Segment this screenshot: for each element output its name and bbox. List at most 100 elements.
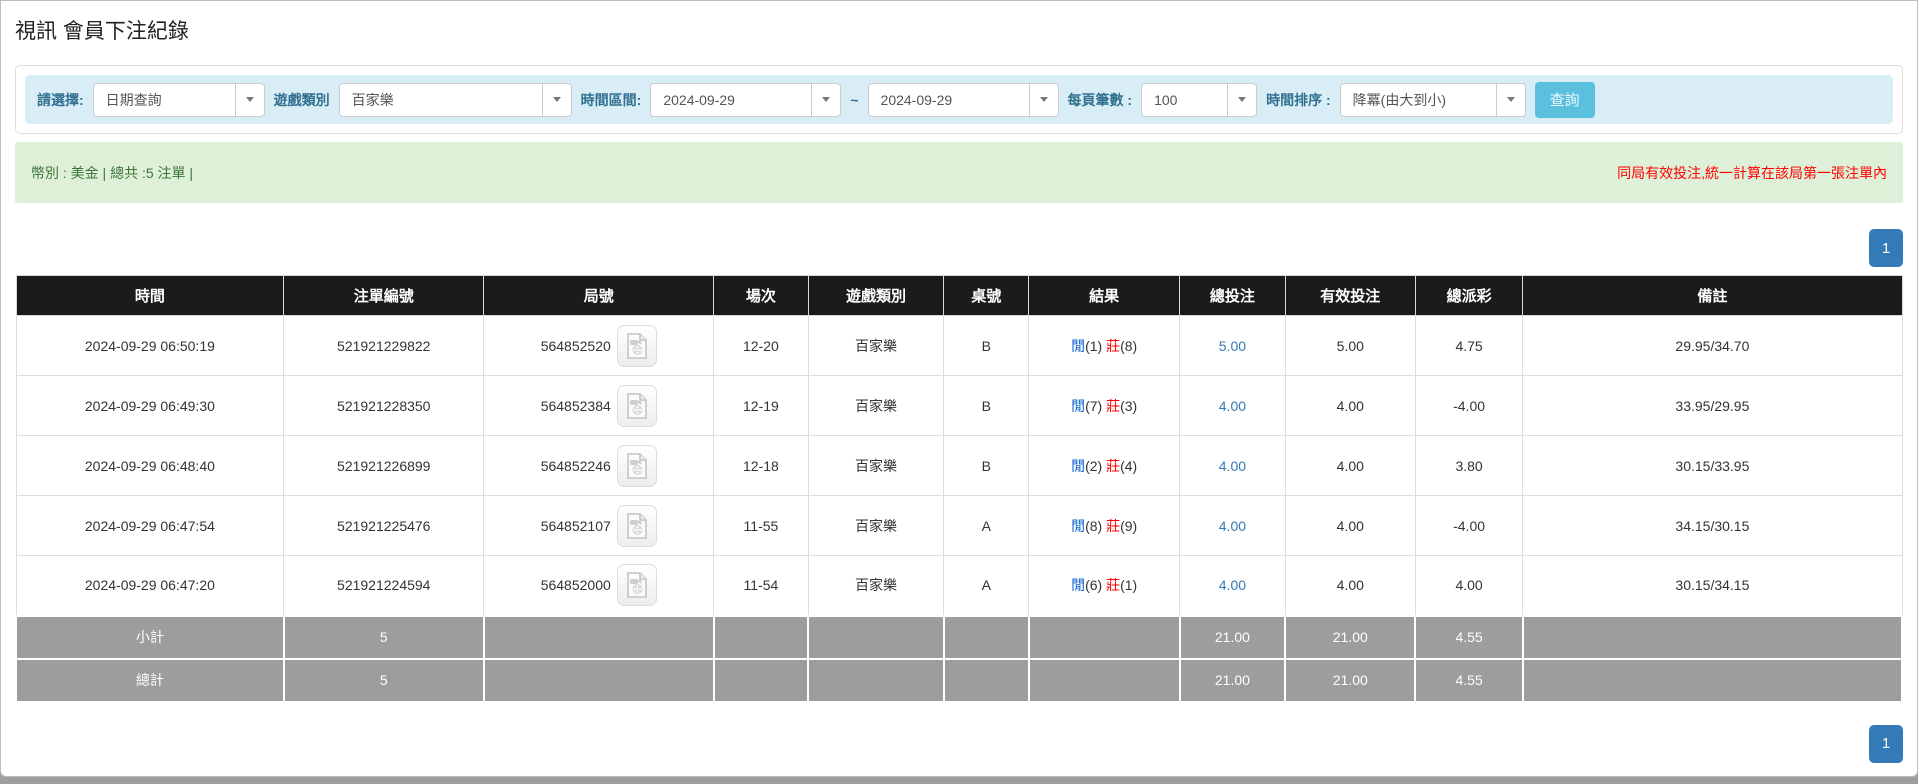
cell-session: 11-55: [713, 495, 809, 556]
total-bet-link[interactable]: 4.00: [1218, 457, 1247, 474]
player-result-score: (2): [1085, 457, 1103, 474]
cell-payout: -4.00: [1414, 375, 1524, 436]
col-header-round-id: 局號: [483, 275, 715, 316]
banker-result-score: (9): [1120, 517, 1138, 534]
caret-down-icon: [811, 83, 840, 116]
cell-remark: 30.15/34.15: [1522, 555, 1903, 616]
subtotal-total-bet: 21.00: [1178, 614, 1287, 660]
cell-table-no: A: [943, 495, 1030, 556]
subtotal-valid-bet: 21.00: [1284, 614, 1417, 660]
video-record-icon[interactable]: [616, 504, 657, 547]
caret-down-icon: [1495, 83, 1525, 116]
total-valid-bet: 21.00: [1284, 657, 1417, 703]
cell-session: 11-54: [713, 555, 809, 616]
cell-table-no: B: [943, 315, 1030, 376]
caret-down-icon: [234, 83, 264, 116]
player-result-score: (7): [1085, 397, 1103, 414]
date-range-tilde: ~: [850, 91, 859, 108]
sort-value: 降冪(由大到小): [1352, 91, 1446, 108]
table-row: 2024-09-29 06:50:19 521921229822 5648525…: [15, 315, 1903, 376]
date-from-value: 2024-09-29: [663, 91, 735, 108]
sort-select[interactable]: 降冪(由大到小): [1339, 82, 1526, 117]
cell-time: 2024-09-29 06:47:20: [15, 555, 285, 616]
player-result-score: (1): [1085, 337, 1103, 354]
pagination-page-1-top[interactable]: 1: [1869, 229, 1903, 267]
cell-game-type: 百家樂: [807, 555, 945, 616]
player-result-score: (8): [1085, 517, 1103, 534]
table-row: 2024-09-29 06:47:54 521921225476 5648521…: [15, 495, 1903, 556]
total-bet-link[interactable]: 4.00: [1218, 397, 1247, 414]
col-header-valid-bet: 有效投注: [1284, 275, 1416, 316]
banker-result-score: (3): [1120, 397, 1138, 414]
table-header-row: 時間 注單編號 局號 場次 遊戲類別 桌號 結果 總投注 有效投注 總派彩 備註: [15, 275, 1903, 316]
cell-table-no: B: [943, 435, 1030, 496]
cell-game-type: 百家樂: [807, 435, 945, 496]
game-type-select[interactable]: 百家樂: [338, 82, 572, 117]
col-header-bet-id: 注單編號: [283, 275, 485, 316]
subtotal-count: 5: [282, 614, 485, 660]
page-size-select[interactable]: 100: [1141, 82, 1258, 117]
cell-session: 12-20: [713, 315, 809, 376]
caret-down-icon: [1227, 83, 1256, 116]
video-record-icon[interactable]: [616, 324, 657, 367]
select-type-label: 請選擇:: [37, 91, 84, 108]
game-type-value: 百家樂: [351, 91, 394, 108]
col-header-payout: 總派彩: [1414, 275, 1524, 316]
cell-remark: 30.15/33.95: [1522, 435, 1903, 496]
cell-time: 2024-09-29 06:48:40: [15, 435, 285, 496]
cell-game-type: 百家樂: [807, 315, 945, 376]
time-range-label: 時間區間:: [580, 91, 642, 108]
total-bet-link[interactable]: 4.00: [1218, 517, 1247, 534]
player-result-label: 閒: [1071, 337, 1086, 354]
cell-valid-bet: 4.00: [1284, 375, 1416, 436]
video-record-icon[interactable]: [616, 384, 657, 427]
col-header-table-no: 桌號: [943, 275, 1030, 316]
cell-round-id: 564852384: [540, 397, 611, 414]
date-to-input[interactable]: 2024-09-29: [867, 82, 1059, 117]
banker-result-label: 莊: [1106, 337, 1121, 354]
subtotal-row: 小計 5 21.00 21.00 4.55: [15, 614, 1904, 660]
cell-result: 閒(1) 莊(8): [1028, 315, 1181, 376]
subtotal-payout: 4.55: [1414, 614, 1524, 660]
subtotal-label: 小計: [15, 614, 285, 660]
cell-remark: 29.95/34.70: [1522, 315, 1903, 376]
cell-valid-bet: 4.00: [1284, 555, 1416, 616]
video-record-icon[interactable]: [616, 564, 657, 607]
cell-time: 2024-09-29 06:47:54: [15, 495, 285, 556]
query-type-select[interactable]: 日期查詢: [92, 82, 265, 117]
total-bet-link[interactable]: 5.00: [1218, 337, 1247, 354]
date-to-value: 2024-09-29: [880, 91, 953, 108]
filter-bar: 請選擇: 日期查詢 遊戲類別 百家樂 時間區間: 2024-09-29 ~: [25, 75, 1893, 124]
cell-round-id: 564852246: [540, 457, 611, 474]
col-header-game-type: 遊戲類別: [807, 275, 945, 316]
col-header-result: 結果: [1028, 275, 1181, 316]
cell-session: 12-19: [713, 375, 809, 436]
cell-valid-bet: 4.00: [1284, 435, 1416, 496]
cell-remark: 33.95/29.95: [1522, 375, 1903, 436]
query-button[interactable]: 查詢: [1534, 81, 1595, 118]
bet-records-table: 時間 注單編號 局號 場次 遊戲類別 桌號 結果 總投注 有效投注 總派彩 備註…: [15, 275, 1904, 703]
banker-result-label: 莊: [1106, 517, 1121, 534]
cell-game-type: 百家樂: [807, 495, 945, 556]
cell-result: 閒(7) 莊(3): [1028, 375, 1181, 436]
table-row: 2024-09-29 06:47:20 521921224594 5648520…: [15, 555, 1903, 616]
total-row: 總計 5 21.00 21.00 4.55: [15, 657, 1904, 703]
page-size-value: 100: [1154, 91, 1178, 108]
cell-payout: 3.80: [1414, 435, 1524, 496]
banker-result-label: 莊: [1106, 577, 1121, 594]
query-type-value: 日期查詢: [105, 91, 162, 108]
col-header-total-bet: 總投注: [1179, 275, 1286, 316]
page-size-label: 每頁筆數 :: [1067, 91, 1133, 108]
cell-valid-bet: 5.00: [1284, 315, 1416, 376]
filter-panel: 請選擇: 日期查詢 遊戲類別 百家樂 時間區間: 2024-09-29 ~: [15, 65, 1903, 134]
video-record-icon[interactable]: [616, 444, 657, 487]
banker-result-label: 莊: [1106, 457, 1121, 474]
total-bet-link[interactable]: 4.00: [1218, 577, 1247, 594]
date-from-input[interactable]: 2024-09-29: [650, 82, 842, 117]
caret-down-icon: [541, 83, 571, 116]
cell-result: 閒(2) 莊(4): [1028, 435, 1181, 496]
pagination-page-1-bottom[interactable]: 1: [1869, 724, 1903, 763]
cell-remark: 34.15/30.15: [1522, 495, 1903, 556]
table-row: 2024-09-29 06:48:40 521921226899 5648522…: [15, 435, 1903, 496]
